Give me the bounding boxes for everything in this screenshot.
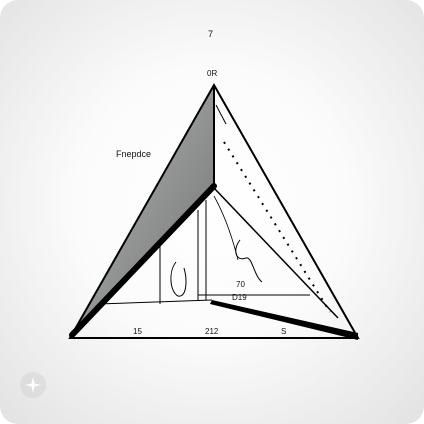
inner-thick-edge <box>69 183 217 338</box>
top-number-label: 7 <box>208 29 214 39</box>
inner-squiggle-left <box>170 261 187 297</box>
bottom-right-wedge <box>210 300 358 340</box>
outer-triangle <box>68 82 360 339</box>
left-side-label: Fnepdce <box>116 149 152 159</box>
right-scale-guide <box>215 104 227 125</box>
bottom-mid-label: 212 <box>205 327 219 336</box>
right-scale-dashes <box>223 141 331 313</box>
inner-upper-label: 70 <box>236 280 245 289</box>
inner-right-edge <box>213 187 339 319</box>
sparkle-watermark-icon <box>20 372 46 398</box>
inner-base-line <box>97 299 213 305</box>
bottom-right-label: S <box>281 327 287 336</box>
inner-lower-label: D19 <box>232 293 247 302</box>
inner-curve-left <box>213 195 239 261</box>
inner-squiggle-right <box>235 239 263 283</box>
apex-label: 0R <box>207 69 218 78</box>
bottom-left-label: 15 <box>133 327 142 336</box>
